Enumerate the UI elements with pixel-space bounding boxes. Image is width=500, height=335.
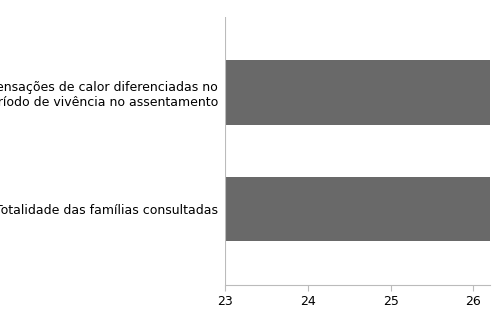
Bar [225, 177, 500, 241]
Bar [225, 60, 500, 125]
